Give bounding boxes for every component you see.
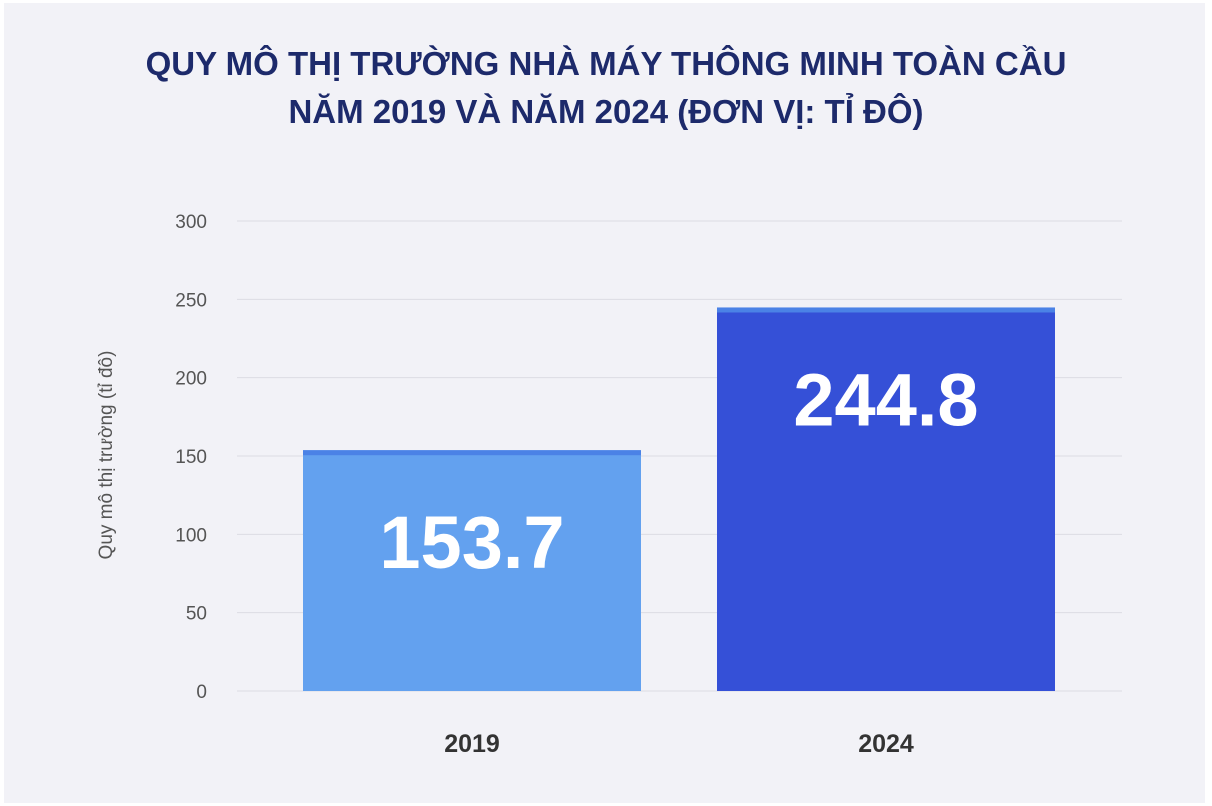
chart-title: QUY MÔ THỊ TRƯỜNG NHÀ MÁY THÔNG MINH TOÀ… (0, 40, 1212, 136)
bar-top-edge (303, 450, 641, 456)
y-tick-label: 200 (175, 369, 207, 390)
y-axis-ticks: 0 50 100 150 200 250 300 (175, 212, 207, 703)
chart-title-line-2: NĂM 2019 VÀ NĂM 2024 (ĐƠN VỊ: TỈ ĐÔ) (288, 93, 924, 130)
x-category-label: 2024 (858, 730, 914, 758)
data-label-2019: 153.7 (379, 501, 564, 584)
y-tick-label: 50 (186, 604, 207, 625)
y-axis-label: Quy mô thị trường (tỉ đô) (96, 351, 117, 560)
data-label-2024: 244.8 (793, 358, 978, 441)
bars (303, 307, 1055, 691)
x-category-label: 2019 (444, 730, 500, 758)
y-tick-label: 300 (175, 212, 207, 233)
y-tick-label: 100 (175, 525, 207, 546)
x-axis-categories: 2019 2024 (444, 730, 914, 758)
chart-title-line-1: QUY MÔ THỊ TRƯỜNG NHÀ MÁY THÔNG MINH TOÀ… (145, 45, 1067, 82)
y-tick-label: 0 (196, 682, 207, 703)
y-tick-label: 150 (175, 447, 207, 468)
bar-2019 (303, 450, 641, 691)
bar-2024 (717, 307, 1055, 691)
bar-top-edge (717, 307, 1055, 313)
data-labels: 153.7 244.8 (379, 358, 978, 584)
y-tick-label: 250 (175, 290, 207, 311)
